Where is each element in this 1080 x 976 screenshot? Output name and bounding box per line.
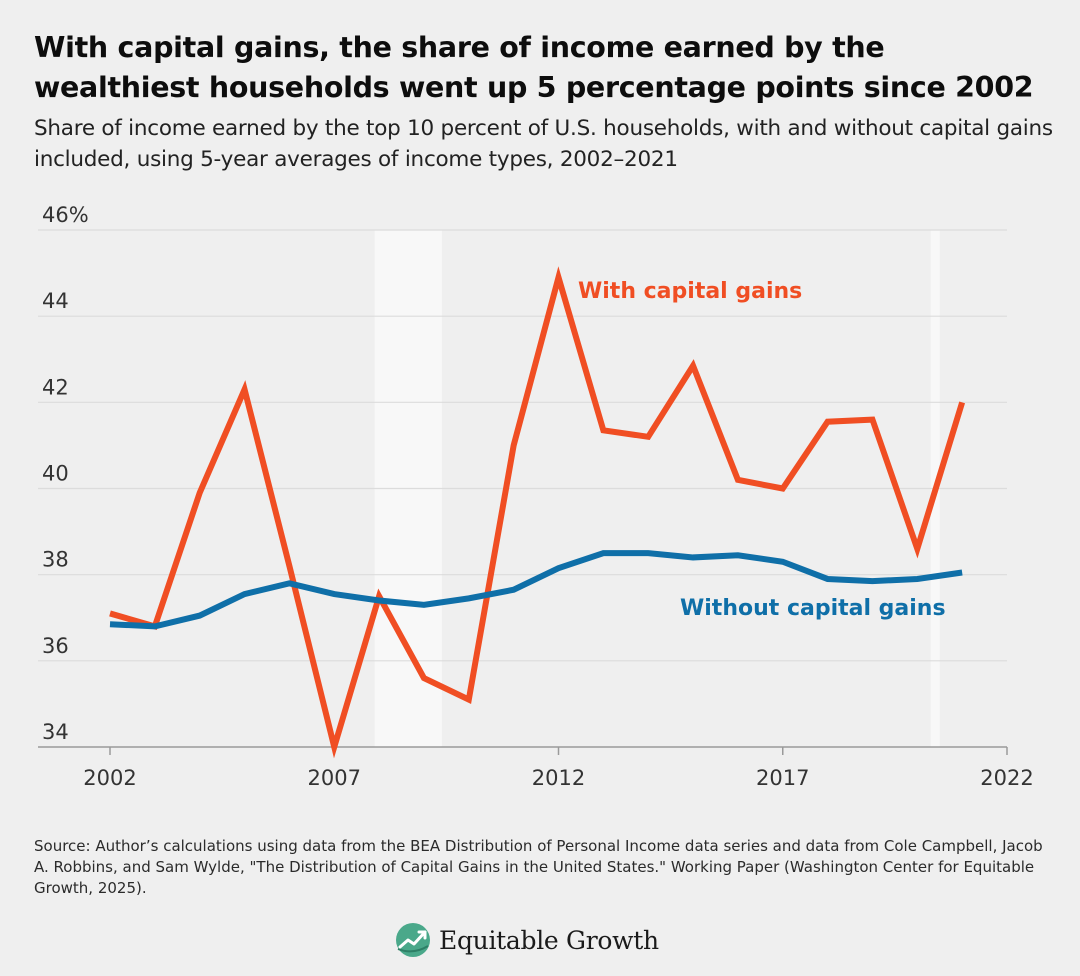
x-tick-label-2017: 2017 [756, 766, 809, 790]
x-tick-label-2022: 2022 [980, 766, 1033, 790]
x-tick-label-2012: 2012 [532, 766, 585, 790]
series-line-1 [109, 550, 963, 630]
chart-subtitle: Share of income earned by the top 10 per… [34, 116, 1053, 172]
x-tick-label-2002: 2002 [83, 766, 136, 790]
y-tick-label-44: 44 [42, 289, 69, 313]
y-axis-ticks: 34 36 38 40 42 44 46% [42, 203, 89, 744]
brand-logo-lockup[interactable]: Equitable Growth [395, 920, 659, 960]
series-label-1: Without capital gains [680, 596, 946, 621]
y-tick-label-36: 36 [42, 634, 69, 658]
y-tick-label-46: 46% [42, 203, 89, 227]
series-label-0: With capital gains [578, 279, 802, 304]
y-tick-label-42: 42 [42, 375, 69, 399]
equitable-growth-logo-icon [396, 923, 430, 957]
x-tick-label-2007: 2007 [308, 766, 361, 790]
source-note: Source: Author’s calculations using data… [34, 837, 1043, 897]
line-chart: 34 36 38 40 42 44 46% 2002 2007 2012 2017 2022 Wit… [38, 203, 1034, 790]
y-tick-label-34: 34 [42, 720, 69, 744]
x-axis-ticks: 2002 2007 2012 2017 2022 [83, 747, 1034, 790]
series-line-0 [109, 266, 966, 759]
brand-name: Equitable Growth [439, 925, 659, 955]
gridlines [38, 229, 1007, 748]
y-tick-label-38: 38 [42, 548, 69, 572]
series-lines [109, 266, 966, 759]
y-tick-label-40: 40 [42, 462, 69, 486]
series-labels: With capital gains Without capital gains [578, 279, 946, 621]
chart-title: With capital gains, the share of income … [34, 31, 1034, 104]
